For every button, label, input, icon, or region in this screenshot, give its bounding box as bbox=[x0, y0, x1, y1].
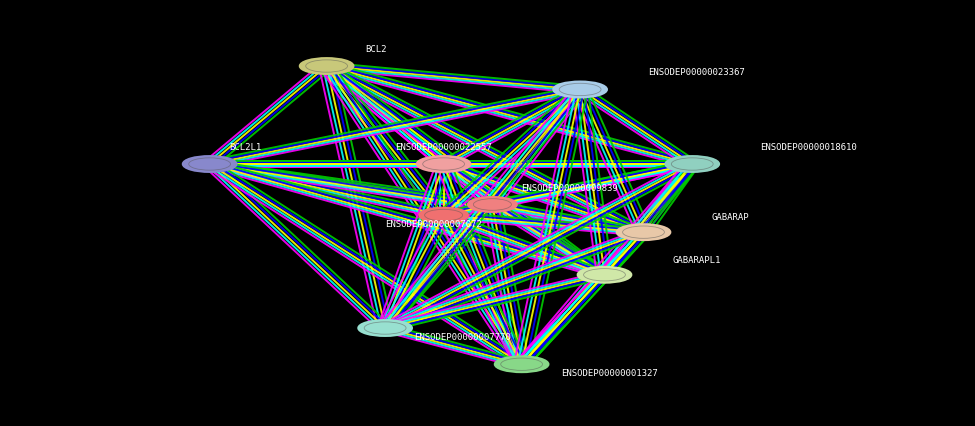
Ellipse shape bbox=[577, 267, 632, 283]
Text: ENSODEP00000009839: ENSODEP00000009839 bbox=[522, 184, 618, 193]
Ellipse shape bbox=[494, 356, 548, 372]
Text: ENSODEP00000023367: ENSODEP00000023367 bbox=[648, 68, 745, 78]
Ellipse shape bbox=[665, 156, 720, 172]
Text: ENSODEP00000018610: ENSODEP00000018610 bbox=[760, 143, 857, 152]
Text: ENSODEP00000007770: ENSODEP00000007770 bbox=[414, 333, 511, 342]
Ellipse shape bbox=[417, 156, 470, 172]
Ellipse shape bbox=[468, 197, 517, 212]
Text: ENSODEP00000022557: ENSODEP00000022557 bbox=[395, 143, 492, 152]
Text: ENSODEP00000007072: ENSODEP00000007072 bbox=[385, 220, 483, 229]
Text: GABARAPL1: GABARAPL1 bbox=[673, 256, 722, 265]
Ellipse shape bbox=[554, 81, 606, 98]
Ellipse shape bbox=[419, 208, 468, 222]
Text: BCL2L1: BCL2L1 bbox=[229, 143, 261, 152]
Text: GABARAP: GABARAP bbox=[712, 213, 750, 222]
Ellipse shape bbox=[183, 156, 236, 172]
Ellipse shape bbox=[359, 320, 411, 336]
Text: ENSODEP00000001327: ENSODEP00000001327 bbox=[561, 369, 657, 378]
Ellipse shape bbox=[300, 58, 353, 74]
Text: BCL2: BCL2 bbox=[366, 45, 387, 54]
Ellipse shape bbox=[616, 224, 671, 240]
